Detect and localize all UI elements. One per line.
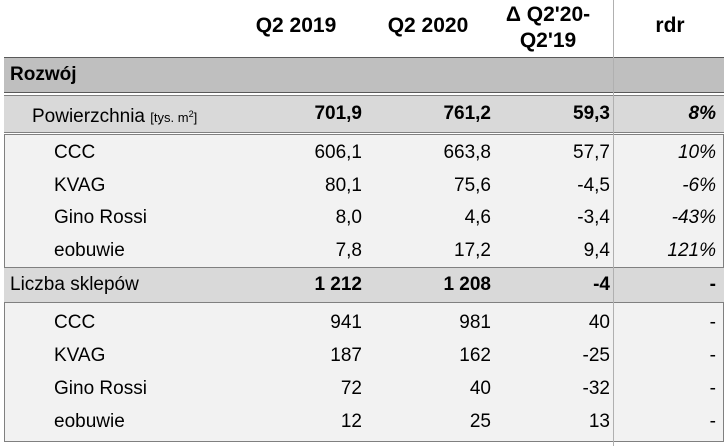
- cell-q2-2019: 1 212: [314, 274, 362, 295]
- cell-delta: -25: [582, 345, 610, 366]
- table-header: Q2 2019 Q2 2020 Δ Q2'20- Q2'19 rdr: [0, 0, 728, 56]
- cell-delta: 13: [588, 411, 610, 432]
- row-label: Gino Rossi: [54, 207, 147, 228]
- cell-rdr: -: [709, 274, 716, 295]
- unit-close: ]: [193, 110, 198, 125]
- row-label: KVAG: [54, 345, 106, 366]
- cell-q2-2019: 941: [330, 312, 362, 333]
- cell-rdr: -: [709, 411, 716, 432]
- cell-rdr: 8%: [688, 103, 716, 124]
- cell-rdr: -6%: [682, 175, 716, 196]
- cell-q2-2019: 701,9: [314, 103, 362, 124]
- cell-delta: 9,4: [583, 240, 610, 261]
- table-row: Gino Rossi 72 40 -32 -: [4, 372, 724, 405]
- cell-q2-2020: 761,2: [443, 103, 491, 124]
- cell-q2-2020: 1 208: [443, 274, 491, 295]
- cell-rdr: 10%: [677, 142, 716, 163]
- header-q2-2019: Q2 2019: [255, 14, 337, 37]
- table-row: Gino Rossi 8,0 4,6 -3,4 -43%: [4, 201, 724, 234]
- row-label: Liczba sklepów: [10, 274, 139, 295]
- column-divider: [613, 0, 614, 446]
- cell-q2-2019: 7,8: [335, 240, 362, 261]
- cell-delta: 40: [588, 312, 610, 333]
- row-label: CCC: [54, 142, 96, 163]
- header-delta: Δ Q2'20- Q2'19: [505, 3, 591, 52]
- cell-q2-2019: 187: [330, 345, 362, 366]
- cell-q2-2020: 40: [469, 378, 491, 399]
- table-row: eobuwie 7,8 17,2 9,4 121%: [4, 234, 724, 267]
- unit-text: [tys. m: [150, 110, 189, 125]
- cell-q2-2019: 8,0: [335, 207, 362, 228]
- header-rdr: rdr: [655, 14, 685, 37]
- section-rozwoj: Rozwój: [4, 57, 724, 93]
- cell-q2-2019: 72: [340, 378, 362, 399]
- cell-delta: -3,4: [577, 207, 610, 228]
- row-liczba-sklepow: Liczba sklepów 1 212 1 208 -4 -: [4, 268, 724, 303]
- row-label: Powierzchnia [tys. m2]: [32, 96, 197, 136]
- cell-q2-2019: 80,1: [325, 175, 362, 196]
- cell-q2-2020: 4,6: [464, 207, 491, 228]
- cell-rdr: -: [709, 312, 716, 333]
- cell-q2-2019: 12: [340, 411, 362, 432]
- row-label: KVAG: [54, 175, 106, 196]
- cell-rdr: -: [709, 378, 716, 399]
- row-label: Gino Rossi: [54, 378, 147, 399]
- table-row: CCC 941 981 40 -: [4, 306, 724, 339]
- cell-delta: 57,7: [573, 142, 610, 163]
- row-label: eobuwie: [54, 240, 125, 261]
- cell-q2-2020: 17,2: [454, 240, 491, 261]
- cell-delta: -32: [582, 378, 610, 399]
- row-label: CCC: [54, 312, 96, 333]
- row-powierzchnia: Powierzchnia [tys. m2] 701,9 761,2 59,3 …: [4, 95, 724, 133]
- header-q2-2020: Q2 2020: [387, 14, 469, 37]
- cell-rdr: 121%: [667, 240, 716, 261]
- powierzchnia-label: Powierzchnia: [32, 106, 145, 127]
- table-row: KVAG 187 162 -25 -: [4, 339, 724, 372]
- table-row: KVAG 80,1 75,6 -4,5 -6%: [4, 169, 724, 202]
- area-group: [4, 134, 724, 268]
- cell-delta: -4,5: [577, 175, 610, 196]
- cell-q2-2020: 25: [469, 411, 491, 432]
- row-label: eobuwie: [54, 411, 125, 432]
- stores-group: [4, 302, 724, 442]
- cell-delta: 59,3: [573, 103, 610, 124]
- unit-sup: 2: [188, 109, 194, 119]
- cell-delta: -4: [593, 274, 610, 295]
- unit-label: [tys. m2]: [150, 109, 198, 125]
- cell-q2-2020: 981: [459, 312, 491, 333]
- cell-q2-2019: 606,1: [314, 142, 362, 163]
- cell-q2-2020: 663,8: [443, 142, 491, 163]
- cell-q2-2020: 75,6: [454, 175, 491, 196]
- section-label: Rozwój: [10, 64, 77, 85]
- cell-rdr: -43%: [671, 207, 716, 228]
- table-row: eobuwie 12 25 13 -: [4, 405, 724, 438]
- cell-rdr: -: [709, 345, 716, 366]
- cell-q2-2020: 162: [459, 345, 491, 366]
- table-row: CCC 606,1 663,8 57,7 10%: [4, 136, 724, 169]
